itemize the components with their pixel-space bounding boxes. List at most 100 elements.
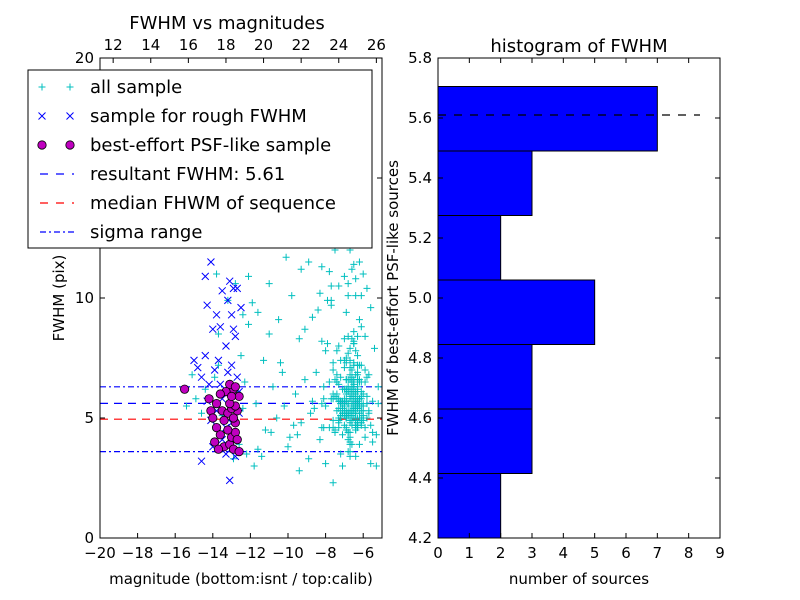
- rough-sample-point: [203, 301, 212, 310]
- histogram-bar: [437, 279, 596, 345]
- all-sample-point: [337, 373, 345, 381]
- all-sample-point: [278, 368, 286, 376]
- psf-sample-point: [210, 437, 220, 447]
- rough-sample-point: [190, 356, 198, 365]
- all-sample-point: [367, 304, 375, 312]
- all-sample-point: [352, 292, 360, 300]
- all-sample-point: [245, 272, 253, 280]
- top-tick-label: 20: [254, 36, 273, 54]
- legend: all sample sample for rough FWHM best-effo…: [27, 69, 373, 249]
- all-sample-point: [352, 414, 360, 422]
- scatter-xlabel: magnitude (bottom:isnt / top:calib): [109, 570, 373, 588]
- all-sample-point: [354, 383, 362, 391]
- histogram-ticks: 0 1 2 3 4 5 6 7 8 9 4.2 4.4 4.6 4.8 5.0 5.2 5.4 5.6 5.8: [408, 49, 725, 562]
- all-sample-point: [335, 282, 343, 290]
- histogram-bar: [437, 150, 533, 216]
- all-sample-point: [323, 296, 331, 304]
- all-sample-point: [344, 383, 352, 391]
- rough-sample-point: [197, 457, 206, 466]
- rough-sample-point: [225, 277, 234, 286]
- legend-entry: sample for rough FWHM: [38, 106, 307, 127]
- hist-x-tick-label: 3: [527, 544, 537, 562]
- all-sample-point: [333, 371, 341, 379]
- all-sample-point: [337, 450, 345, 458]
- legend-entry: best-effort PSF-like sample: [37, 135, 331, 156]
- histogram-xlabel: number of sources: [509, 570, 649, 588]
- all-sample-point: [340, 272, 348, 280]
- all-sample-point: [318, 400, 326, 408]
- all-sample-point: [357, 421, 365, 429]
- histogram-bar: [437, 86, 658, 152]
- all-sample-point: [344, 349, 352, 357]
- all-sample-point: [350, 337, 358, 345]
- rough-sample-point: [207, 258, 215, 266]
- psf-sample-point: [213, 444, 224, 454]
- rough-sample-point: [208, 325, 217, 334]
- all-sample-point: [269, 383, 277, 391]
- all-sample-point: [344, 448, 352, 456]
- psf-sample-point: [208, 413, 218, 423]
- all-sample-point: [363, 392, 371, 400]
- top-tick-label: 12: [104, 36, 123, 54]
- hist-x-tick-label: 6: [621, 544, 631, 562]
- all-sample-point: [261, 426, 269, 434]
- all-sample-point: [322, 460, 330, 468]
- all-sample-point: [329, 366, 337, 374]
- all-sample-point: [361, 332, 369, 340]
- all-sample-point: [369, 438, 377, 446]
- rough-sample-point: [229, 325, 238, 334]
- hist-x-tick-label: 4: [559, 544, 569, 562]
- all-sample-point: [276, 359, 284, 367]
- all-sample-point: [241, 378, 249, 386]
- x-tick-label: −10: [272, 544, 304, 562]
- all-sample-point: [295, 335, 303, 343]
- scatter-points: [180, 232, 382, 487]
- all-sample-point: [374, 400, 382, 408]
- top-tick-label: 18: [216, 36, 235, 54]
- legend-x-marker: [38, 112, 46, 120]
- legend-label: median FHWM of sequence: [90, 193, 336, 214]
- all-sample-point: [297, 265, 305, 273]
- psf-sample-point: [211, 422, 222, 433]
- all-sample-point: [348, 385, 356, 393]
- histogram-bar: [437, 215, 502, 281]
- top-tick-label: 16: [179, 36, 198, 54]
- all-sample-point: [340, 335, 348, 343]
- all-sample-point: [352, 371, 360, 379]
- hist-x-tick-label: 9: [715, 544, 725, 562]
- all-sample-point: [354, 332, 362, 340]
- x-tick-label: −20: [84, 544, 116, 562]
- all-sample-point: [254, 445, 262, 453]
- all-sample-point: [344, 332, 352, 340]
- all-sample-point: [346, 395, 354, 403]
- all-sample-point: [182, 402, 190, 410]
- rough-sample-point: [201, 351, 210, 360]
- hist-x-tick-label: 2: [496, 544, 506, 562]
- all-sample-point: [254, 308, 262, 316]
- all-sample-point: [361, 424, 369, 432]
- all-sample-point: [214, 330, 222, 338]
- all-sample-point: [248, 299, 256, 307]
- hist-y-tick-label: 5.4: [408, 169, 432, 187]
- psf-sample-point: [228, 413, 239, 423]
- legend-label: all sample: [90, 77, 182, 98]
- hist-x-tick-label: 5: [590, 544, 600, 562]
- all-sample-point: [344, 280, 352, 288]
- all-sample-point: [327, 282, 335, 290]
- all-sample-point: [369, 397, 377, 405]
- all-sample-point: [284, 443, 292, 451]
- all-sample-point: [370, 344, 378, 352]
- all-sample-point: [339, 431, 347, 439]
- all-sample-point: [344, 376, 352, 384]
- all-sample-point: [308, 397, 316, 405]
- all-sample-point: [188, 371, 196, 379]
- all-sample-point: [331, 376, 339, 384]
- all-sample-point: [339, 462, 347, 470]
- rough-sample-point: [212, 310, 221, 319]
- hist-y-tick-label: 5.0: [408, 289, 432, 307]
- all-sample-point: [355, 440, 363, 448]
- all-sample-point: [260, 356, 268, 364]
- all-sample-point: [214, 361, 222, 369]
- all-sample-point: [290, 421, 298, 429]
